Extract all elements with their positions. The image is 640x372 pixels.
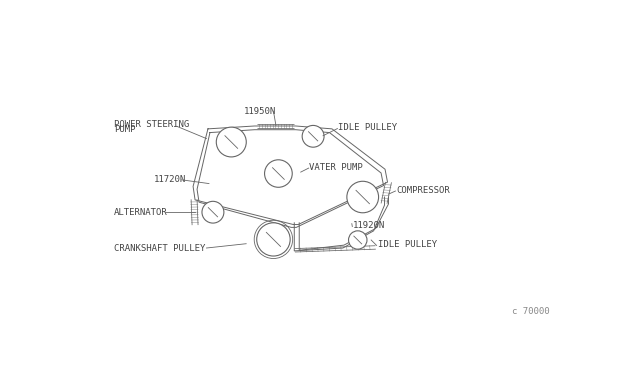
Text: IDLE PULLEY: IDLE PULLEY — [378, 240, 436, 249]
Text: c 70000: c 70000 — [511, 307, 549, 316]
Ellipse shape — [202, 201, 224, 223]
Ellipse shape — [264, 160, 292, 187]
Text: ALTERNATOR: ALTERNATOR — [114, 208, 168, 217]
Ellipse shape — [347, 181, 379, 213]
Text: CRANKSHAFT PULLEY: CRANKSHAFT PULLEY — [114, 244, 205, 253]
Text: COMPRESSOR: COMPRESSOR — [396, 186, 450, 195]
Ellipse shape — [257, 223, 290, 256]
Text: POWER STEERING: POWER STEERING — [114, 120, 189, 129]
Ellipse shape — [349, 231, 367, 249]
Text: 11950N: 11950N — [244, 107, 276, 116]
Text: IDLE PULLEY: IDLE PULLEY — [338, 123, 397, 132]
Ellipse shape — [216, 127, 246, 157]
Text: 11720N: 11720N — [154, 175, 186, 185]
Text: 11920N: 11920N — [353, 221, 385, 230]
Text: PUMP: PUMP — [114, 125, 135, 134]
Ellipse shape — [302, 125, 324, 147]
Text: VATER PUMP: VATER PUMP — [309, 163, 363, 172]
